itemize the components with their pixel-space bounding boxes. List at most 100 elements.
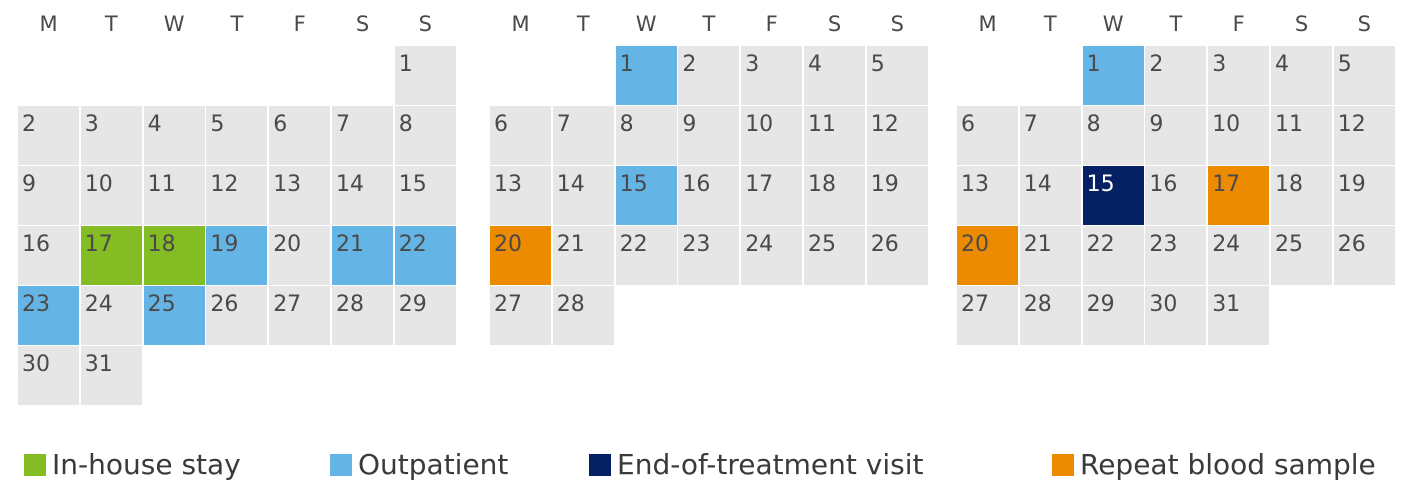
day-cell: 28 — [1019, 286, 1081, 345]
day-cell: 13 — [490, 166, 551, 225]
day-number: 19 — [210, 232, 239, 257]
day-number: 30 — [1149, 292, 1178, 317]
day-cell: 17 — [741, 166, 803, 225]
day-number: 10 — [1212, 112, 1241, 137]
legend-swatch-end-of-treatment-visit — [589, 454, 611, 476]
day-number: 16 — [682, 172, 711, 197]
day-number: 4 — [147, 112, 162, 137]
day-cell: 31 — [80, 346, 142, 405]
day-number: 14 — [336, 172, 364, 197]
day-number: 6 — [494, 112, 508, 137]
day-cell: 26 — [206, 286, 268, 345]
day-cell: 23 — [678, 226, 740, 285]
day-cell: 12 — [866, 106, 928, 165]
day-cell: 13 — [269, 166, 331, 225]
day-number: 12 — [210, 172, 239, 197]
month-calendar-3: M T W T F S S 1 2 3 4 5 6 7 8 9 10 11 12 13 14 15 16 17 18 19 20 21… — [957, 0, 1397, 410]
day-number: 23 — [1149, 232, 1178, 257]
day-cell: 1 — [1082, 46, 1144, 105]
legend-label-end-of-treatment-visit: End-of-treatment visit — [617, 448, 924, 481]
weekday-header: T — [1043, 12, 1057, 36]
day-cell: 22 — [394, 226, 456, 285]
day-cell: 30 — [18, 346, 79, 405]
day-number: 23 — [22, 292, 50, 317]
day-cell: 31 — [1208, 286, 1270, 345]
day-number: 17 — [84, 232, 113, 257]
day-number: 22 — [1086, 232, 1115, 257]
day-cell: 11 — [1271, 106, 1332, 165]
day-cell: 27 — [957, 286, 1018, 345]
day-cell: 16 — [1145, 166, 1207, 225]
day-number: 15 — [619, 172, 648, 197]
day-number: 8 — [1086, 112, 1101, 137]
day-number: 14 — [1023, 172, 1052, 197]
day-cell: 5 — [1333, 46, 1395, 105]
weekday-header: S — [1294, 12, 1309, 36]
day-number: 30 — [22, 352, 50, 377]
day-number: 15 — [1086, 172, 1115, 197]
day-cell: 28 — [552, 286, 614, 345]
day-cell: 25 — [143, 286, 205, 345]
day-cell: 4 — [1271, 46, 1332, 105]
day-number: 14 — [556, 172, 585, 197]
day-cell: 24 — [741, 226, 803, 285]
day-cell: 12 — [1333, 106, 1395, 165]
day-number: 24 — [84, 292, 113, 317]
day-cell: 19 — [206, 226, 268, 285]
weekday-header: T — [104, 12, 118, 36]
day-cell: 18 — [804, 166, 865, 225]
day-cell: 9 — [1145, 106, 1207, 165]
day-cell: 1 — [615, 46, 677, 105]
day-number: 13 — [273, 172, 302, 197]
day-cell: 4 — [143, 106, 205, 165]
day-number: 28 — [336, 292, 364, 317]
month-calendar-1: M T W T F S S 1 2 3 4 5 6 7 8 9 10 11 12 13 14 15 16 17 18 19 20 21… — [18, 0, 458, 410]
day-cell: 14 — [552, 166, 614, 225]
day-cell: 8 — [1082, 106, 1144, 165]
day-cell: 17 — [80, 226, 142, 285]
day-number: 18 — [808, 172, 836, 197]
day-number: 19 — [870, 172, 899, 197]
legend-swatch-in-house-stay — [24, 454, 46, 476]
day-number: 26 — [870, 232, 899, 257]
day-cell: 6 — [957, 106, 1018, 165]
day-number: 2 — [22, 112, 36, 137]
day-cell: 6 — [269, 106, 331, 165]
day-number: 21 — [1023, 232, 1052, 257]
day-number: 15 — [398, 172, 427, 197]
day-cell: 10 — [741, 106, 803, 165]
day-number: 3 — [84, 112, 99, 137]
legend-swatch-repeat-blood-sample — [1052, 454, 1074, 476]
day-number: 6 — [961, 112, 975, 137]
day-number: 11 — [147, 172, 176, 197]
day-cell: 21 — [332, 226, 393, 285]
day-number: 1 — [619, 52, 634, 77]
weekday-header: S — [890, 12, 904, 36]
day-number: 5 — [1337, 52, 1352, 77]
day-cell: 19 — [866, 166, 928, 225]
day-number: 7 — [556, 112, 571, 137]
day-cell: 2 — [18, 106, 79, 165]
legend-label-in-house-stay: In-house stay — [52, 448, 241, 481]
weekday-header: W — [163, 12, 185, 36]
weekday-header: T — [702, 12, 716, 36]
day-number: 10 — [745, 112, 774, 137]
weekday-header: W — [1102, 12, 1124, 36]
day-number: 18 — [1275, 172, 1303, 197]
day-cell: 7 — [332, 106, 393, 165]
day-number: 27 — [494, 292, 522, 317]
day-number: 26 — [1337, 232, 1366, 257]
legend-label-repeat-blood-sample: Repeat blood sample — [1080, 448, 1376, 481]
weekday-header: F — [1232, 12, 1245, 36]
day-number: 27 — [273, 292, 302, 317]
day-number: 1 — [398, 52, 413, 77]
day-number: 2 — [682, 52, 697, 77]
day-cell: 25 — [1271, 226, 1332, 285]
day-cell: 7 — [1019, 106, 1081, 165]
legend-label-outpatient: Outpatient — [358, 448, 509, 481]
day-cell: 16 — [18, 226, 79, 285]
day-number: 20 — [494, 232, 522, 257]
day-number: 17 — [1212, 172, 1241, 197]
day-number: 27 — [961, 292, 989, 317]
day-cell: 7 — [552, 106, 614, 165]
